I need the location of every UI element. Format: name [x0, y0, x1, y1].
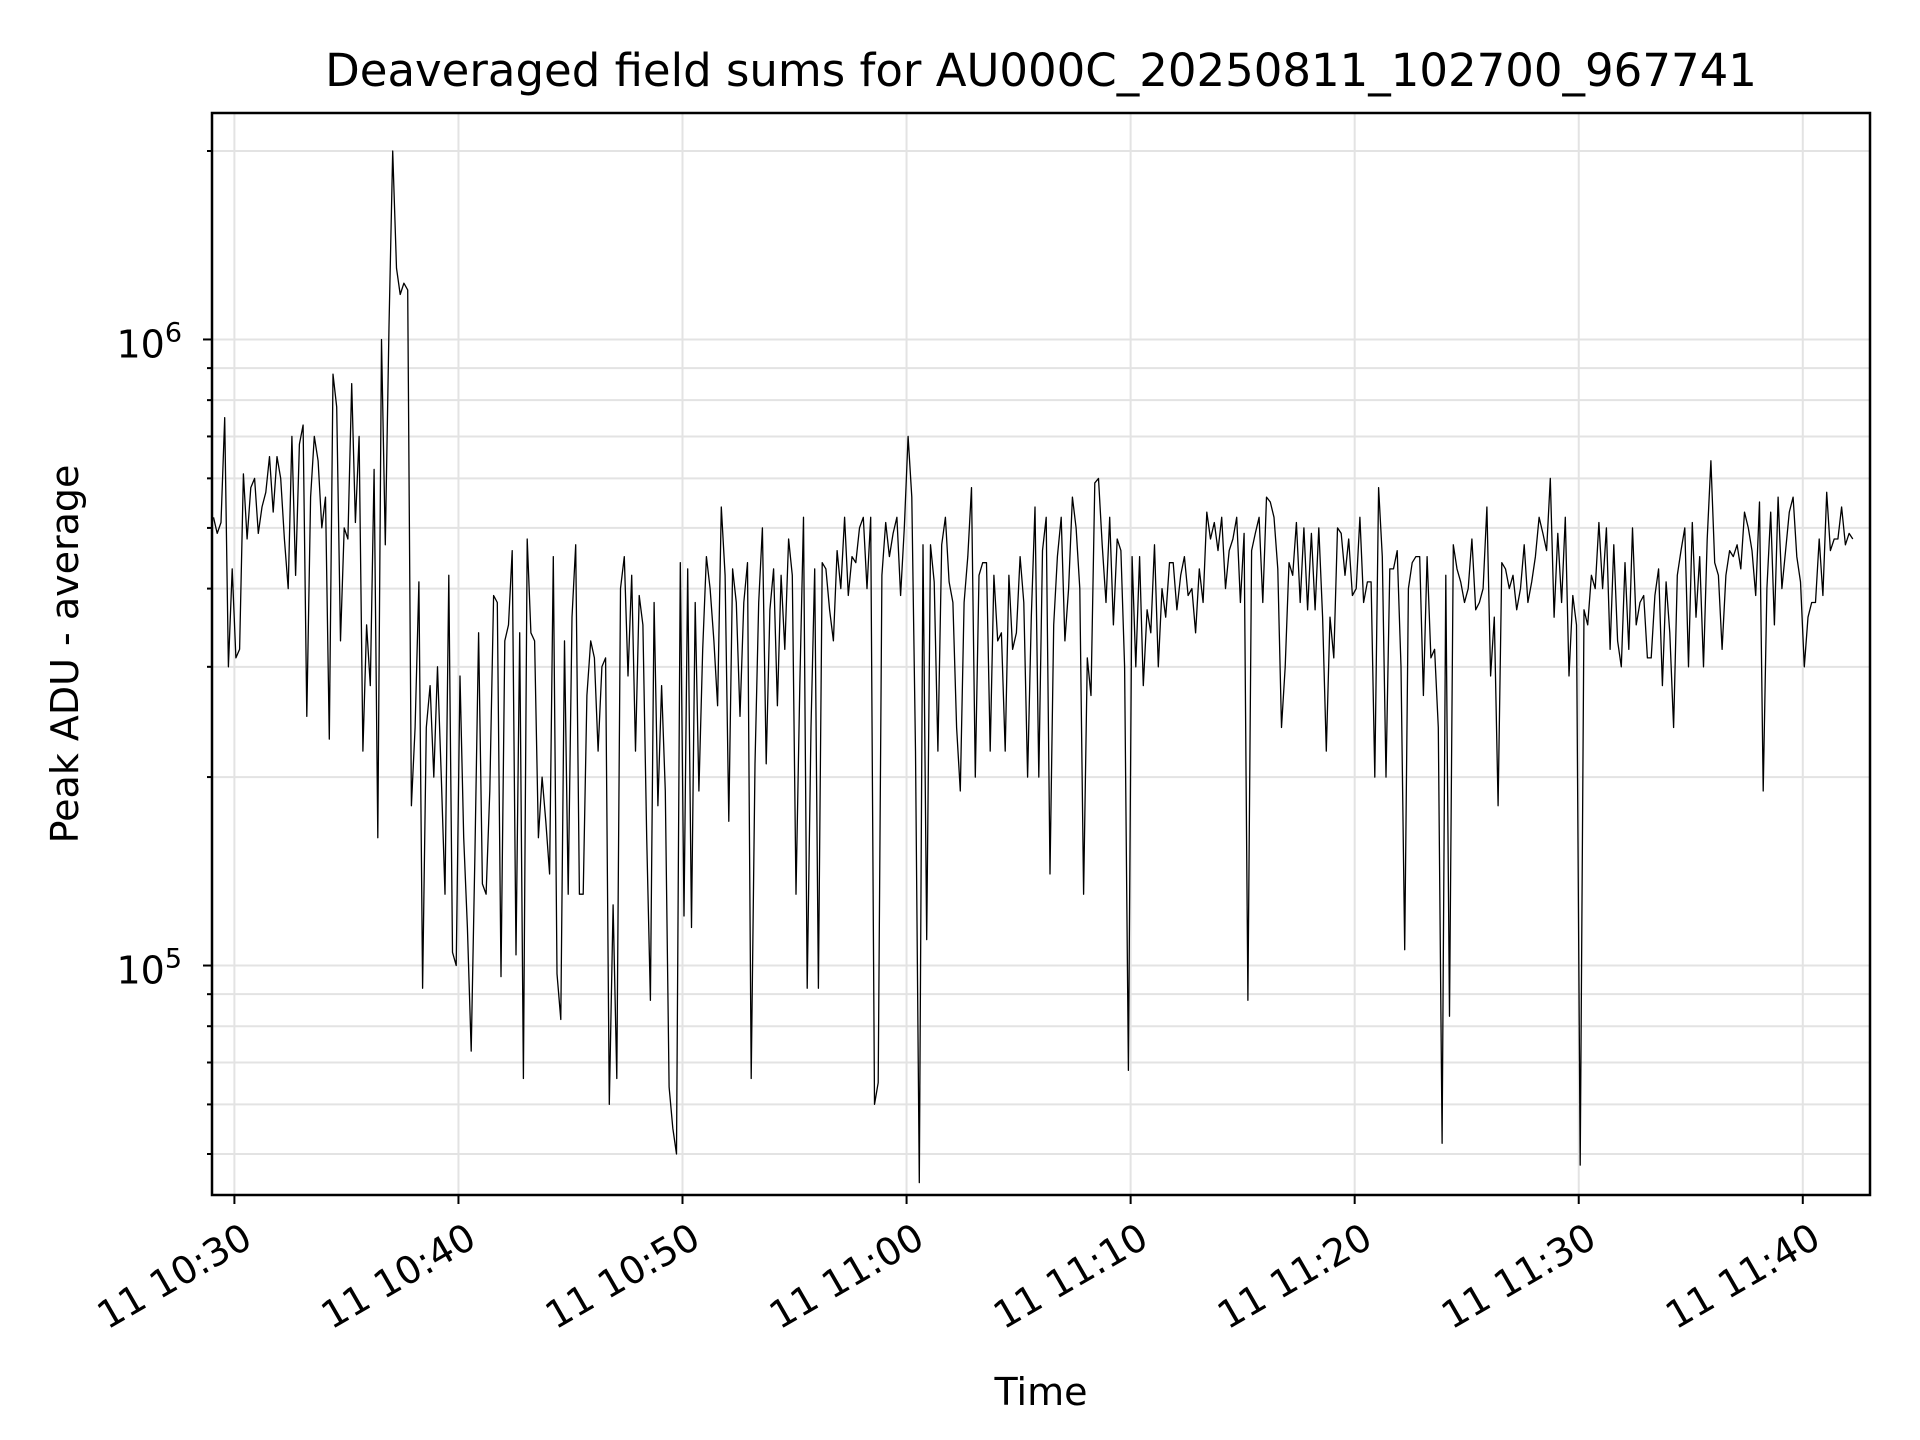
chart-title: Deaveraged field sums for AU000C_2025081…	[325, 44, 1757, 97]
x-axis-label: Time	[994, 1370, 1088, 1414]
x-tick-label: 11 11:20	[1210, 1215, 1379, 1338]
y-axis-label: Peak ADU - average	[43, 465, 87, 844]
x-tick-label: 11 11:10	[986, 1215, 1155, 1338]
y-tick-label: 105	[116, 944, 182, 993]
x-tick-label: 11 11:30	[1434, 1215, 1603, 1338]
x-tick-label: 11 10:30	[90, 1215, 259, 1338]
x-tick-label: 11 10:50	[538, 1215, 707, 1338]
plot-frame	[210, 111, 1872, 1197]
y-tick-label: 106	[116, 317, 182, 366]
series-line	[212, 150, 1854, 1184]
x-tick-label: 11 11:40	[1658, 1215, 1827, 1338]
axis-ticks: 11 10:30 11 10:40 11 10:50 11 11:00 11 11:10…	[90, 150, 1827, 1338]
x-tick-label: 11 11:00	[762, 1215, 931, 1338]
x-tick-label: 11 10:40	[314, 1215, 483, 1338]
